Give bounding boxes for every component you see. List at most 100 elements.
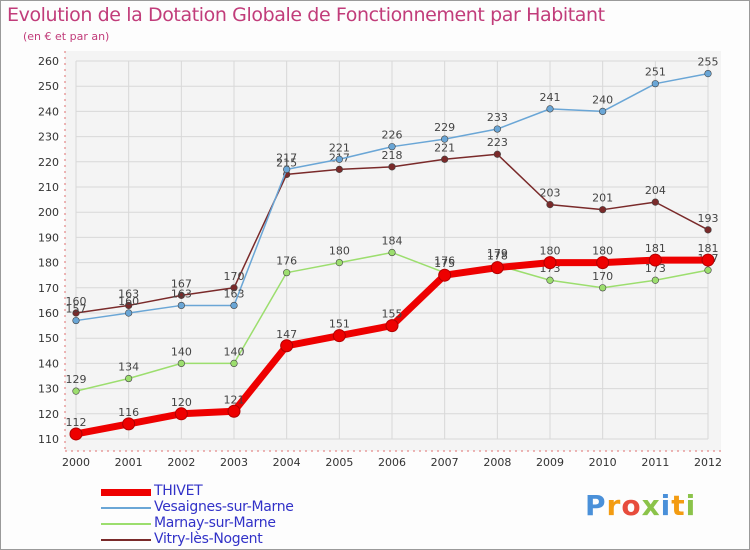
data-point [385, 319, 399, 333]
y-tick-label: 230 [38, 131, 59, 144]
data-point [125, 301, 133, 310]
data-label: 204 [645, 184, 666, 197]
y-tick-label: 160 [38, 307, 59, 320]
legend-swatch [101, 523, 151, 525]
y-tick-label: 240 [38, 105, 59, 118]
y-tick-label: 210 [38, 181, 59, 194]
data-label: 163 [118, 287, 139, 300]
y-tick-label: 220 [38, 156, 59, 169]
data-point [177, 359, 185, 368]
data-label: 251 [645, 66, 666, 79]
legend-swatch [101, 507, 151, 509]
data-label: 215 [276, 156, 297, 169]
y-tick-label: 130 [38, 383, 59, 396]
data-point [599, 107, 607, 115]
data-label: 179 [487, 247, 508, 260]
data-point [227, 404, 241, 418]
data-point [704, 266, 712, 274]
data-label: 181 [645, 242, 666, 255]
y-tick-label: 190 [38, 231, 59, 244]
data-label: 180 [329, 245, 350, 258]
data-label: 217 [276, 151, 297, 164]
data-label: 157 [66, 303, 87, 316]
data-label: 129 [66, 373, 87, 386]
data-label: 176 [434, 255, 455, 268]
data-label: 176 [276, 255, 297, 268]
data-label: 155 [382, 308, 403, 321]
data-point [283, 165, 291, 173]
data-point [438, 268, 452, 282]
y-tick-label: 250 [38, 80, 59, 93]
data-point [72, 387, 80, 395]
data-label: 163 [224, 287, 245, 300]
data-label: 151 [329, 318, 350, 331]
data-point [230, 284, 238, 292]
legend-label: Vesaignes-sur-Marne [154, 499, 294, 515]
x-tick-label: 2005 [325, 456, 353, 469]
x-tick-label: 2006 [378, 456, 406, 469]
data-label: 175 [434, 257, 455, 270]
x-tick-label: 2009 [536, 456, 564, 469]
data-point [648, 253, 662, 267]
data-point [546, 105, 554, 113]
data-point [543, 256, 557, 270]
data-point [388, 163, 396, 171]
data-point [335, 259, 343, 267]
y-tick-label: 180 [38, 257, 59, 270]
x-tick-label: 2010 [589, 456, 617, 469]
data-point [546, 201, 554, 209]
data-label: 221 [329, 141, 350, 154]
data-label: 203 [540, 187, 561, 200]
data-label: 221 [434, 141, 455, 154]
data-point [651, 198, 659, 206]
logo-letter: r [606, 489, 622, 522]
logo-letter: i [660, 489, 672, 522]
data-point [490, 261, 504, 275]
data-label: 180 [540, 245, 561, 258]
data-point [125, 309, 133, 317]
data-label: 147 [276, 328, 297, 341]
data-point [69, 427, 83, 441]
data-label: 255 [698, 56, 719, 69]
x-tick-label: 2000 [62, 456, 90, 469]
y-tick-label: 200 [38, 206, 59, 219]
x-tick-label: 2012 [694, 456, 722, 469]
data-label: 121 [224, 393, 245, 406]
data-point [388, 248, 396, 257]
data-label: 173 [645, 262, 666, 275]
proxiti-logo: Proxiti [585, 489, 696, 522]
data-label: 178 [487, 250, 508, 263]
data-point [72, 316, 80, 325]
data-label: 163 [171, 287, 192, 300]
data-label: 233 [487, 111, 508, 124]
data-point [701, 253, 715, 267]
data-label: 170 [592, 270, 613, 283]
data-point [388, 143, 396, 151]
data-point [493, 125, 501, 133]
data-point [704, 226, 712, 234]
data-point [704, 69, 712, 78]
logo-letter: P [585, 489, 607, 522]
data-point [174, 407, 188, 421]
data-point [122, 417, 136, 431]
y-tick-label: 110 [38, 433, 59, 446]
data-point [651, 80, 659, 88]
logo-letter: t [671, 489, 686, 522]
data-label: 229 [434, 121, 455, 134]
data-point [125, 374, 133, 383]
y-tick-label: 170 [38, 282, 59, 295]
data-point [441, 155, 449, 163]
logo-letter: i [685, 489, 697, 522]
y-tick-label: 140 [38, 357, 59, 370]
data-point [335, 155, 343, 163]
legend-swatch [101, 539, 151, 541]
logo-letter: x [641, 489, 661, 522]
data-point [596, 256, 610, 270]
data-point [72, 309, 80, 317]
data-label: 184 [382, 235, 403, 248]
data-label: 140 [171, 345, 192, 358]
x-tick-label: 2002 [167, 456, 195, 469]
data-point [177, 301, 185, 310]
